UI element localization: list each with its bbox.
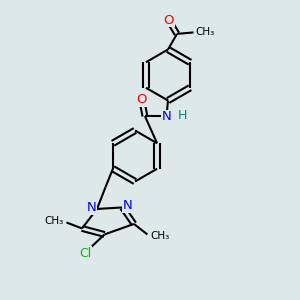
Text: N: N xyxy=(162,110,172,123)
Text: N: N xyxy=(87,201,97,214)
Text: Cl: Cl xyxy=(80,247,92,260)
Text: O: O xyxy=(163,14,174,27)
Text: N: N xyxy=(123,200,133,212)
Text: CH₃: CH₃ xyxy=(150,231,170,241)
Text: H: H xyxy=(177,109,187,122)
Text: O: O xyxy=(137,93,147,106)
Text: CH₃: CH₃ xyxy=(195,27,214,38)
Text: CH₃: CH₃ xyxy=(44,216,63,226)
